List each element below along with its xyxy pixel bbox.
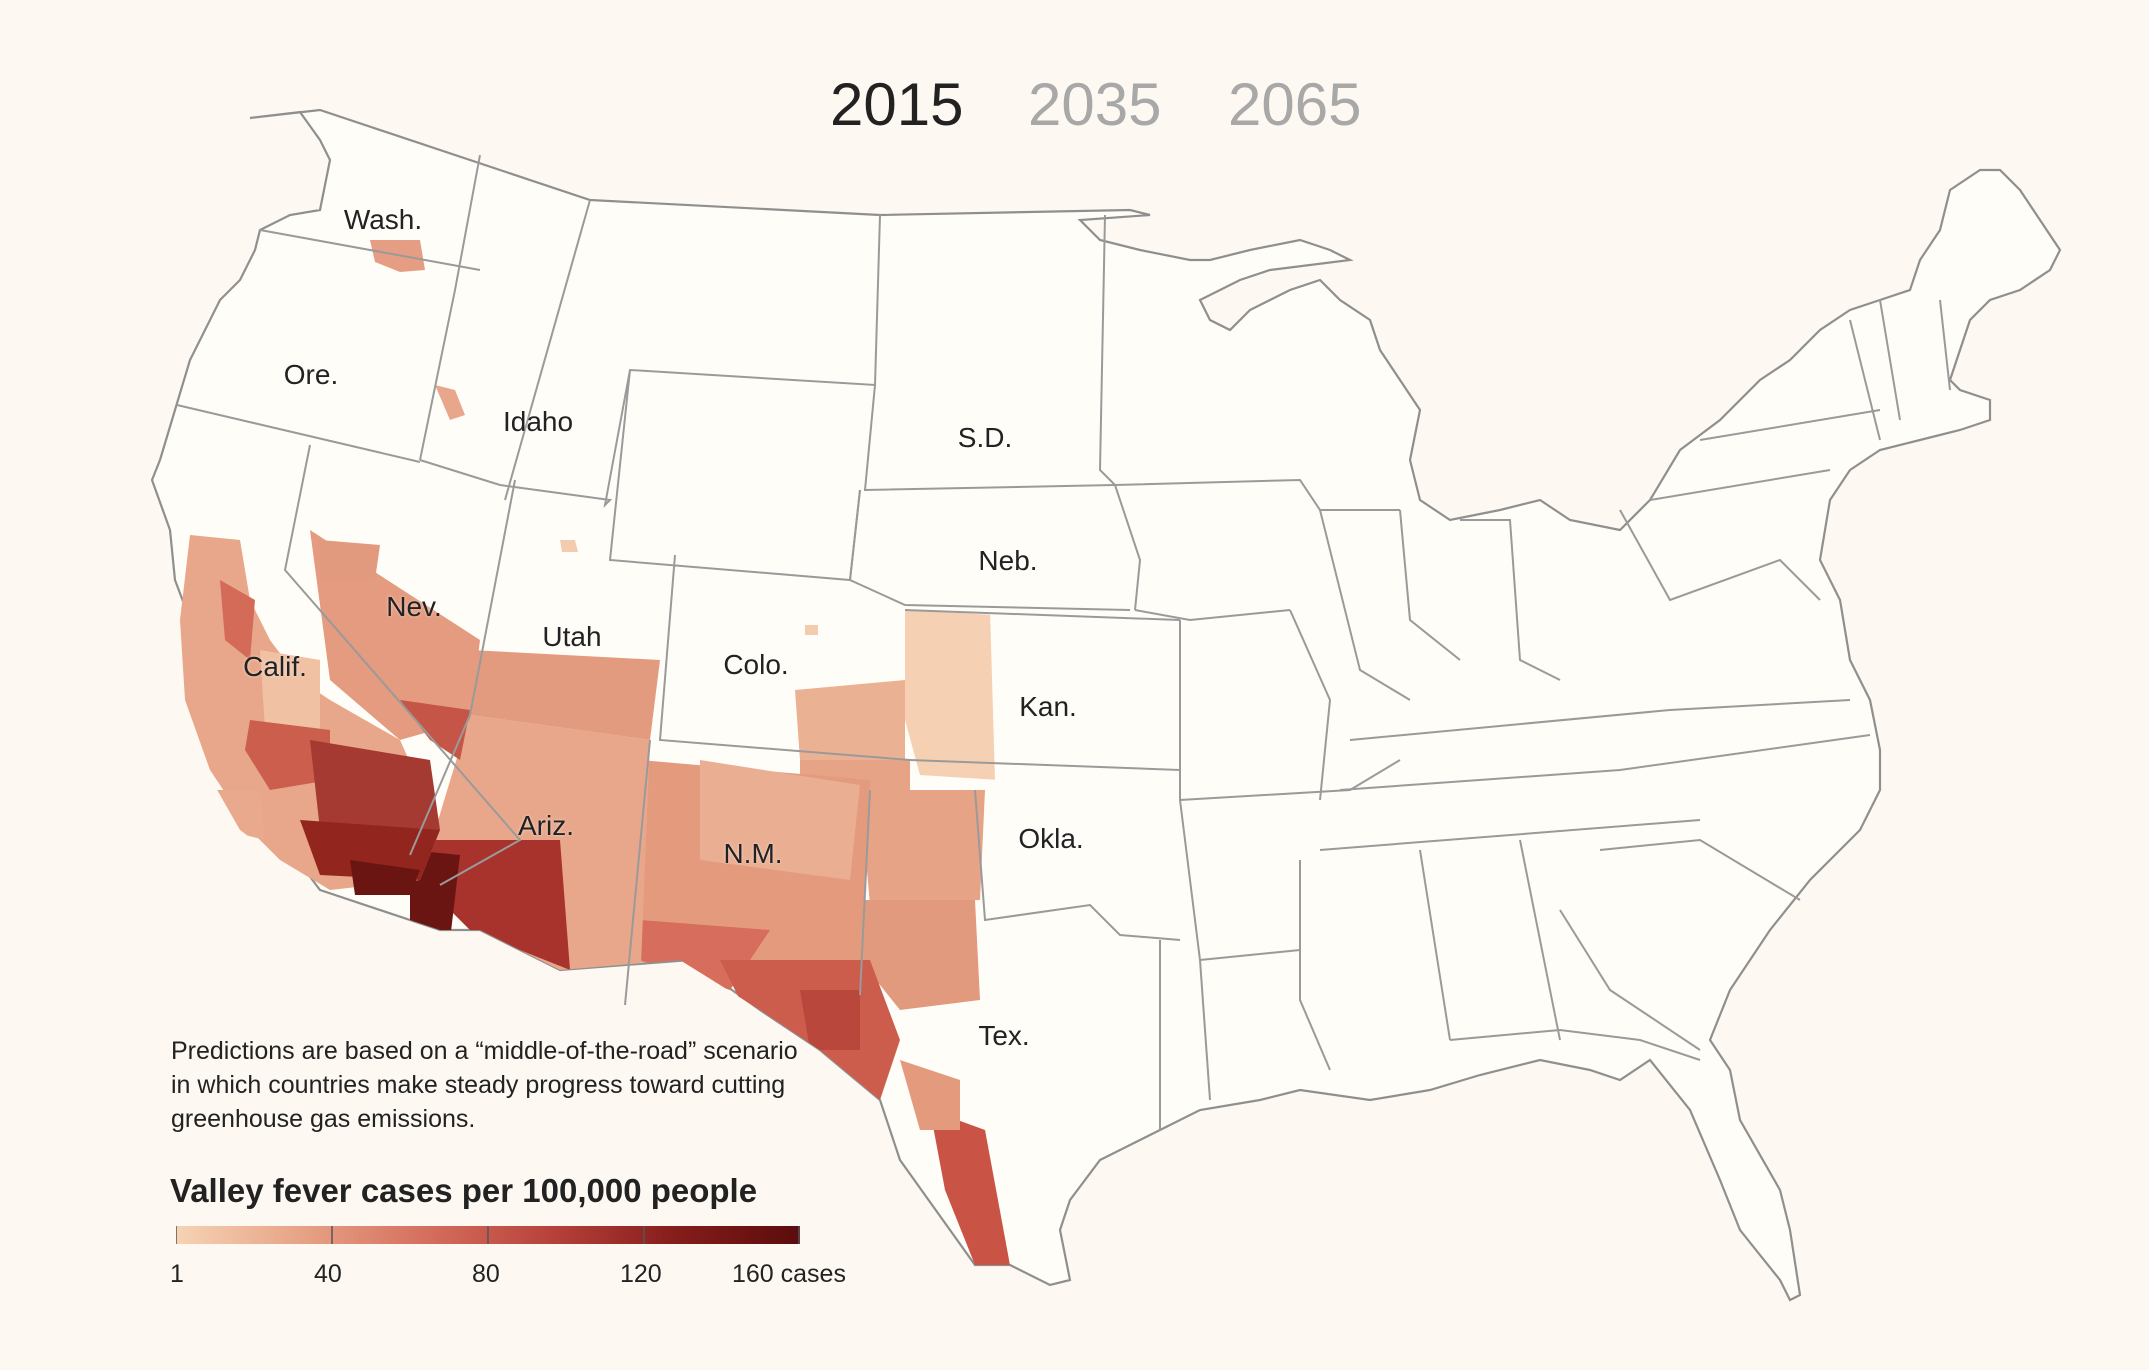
state-label-wash: Wash.: [343, 204, 423, 235]
state-label-ariz: Ariz.: [518, 810, 574, 841]
state-label-ore: Ore.: [283, 359, 339, 390]
state-label-utah: Utah: [542, 621, 602, 652]
state-label-sd: S.D.: [957, 422, 1013, 453]
us-land: [150, 108, 2062, 1302]
legend-tick-marks: [176, 1226, 800, 1244]
legend-tick-label: 40: [314, 1260, 342, 1288]
legend-color-bar: [176, 1226, 800, 1244]
legend-tick-label: 120: [620, 1260, 662, 1288]
state-label-okla: Okla.: [1018, 823, 1084, 854]
state-label-nev: Nev.: [386, 591, 442, 622]
state-label-nm: N.M.: [723, 838, 783, 869]
year-tab-2015[interactable]: 2015: [830, 71, 964, 138]
scenario-note: Predictions are based on a “middle-of-th…: [171, 1037, 798, 1133]
legend-title: Valley fever cases per 100,000 people: [170, 1172, 758, 1209]
idaho-patch: [435, 385, 465, 420]
state-label-neb: Neb.: [978, 545, 1038, 576]
state-label-colo: Colo.: [723, 649, 789, 680]
state-label-idaho: Idaho: [502, 406, 574, 437]
legend-tick-label: 80: [472, 1260, 500, 1288]
year-tab-2065[interactable]: 2065: [1228, 71, 1362, 138]
valley-fever-choropleth: [180, 530, 1010, 1265]
state-label-calif: Calif.: [243, 651, 307, 682]
state-label-tex: Tex.: [978, 1020, 1030, 1051]
utah-patch: [560, 540, 578, 552]
legend-tick-label: 1: [170, 1260, 184, 1288]
legend-tick-label: 160 cases: [732, 1260, 846, 1288]
state-label-kan: Kan.: [1019, 691, 1077, 722]
colorado-patch: [805, 625, 818, 635]
state-borders: [176, 154, 1951, 1130]
year-tab-2035[interactable]: 2035: [1028, 71, 1162, 138]
